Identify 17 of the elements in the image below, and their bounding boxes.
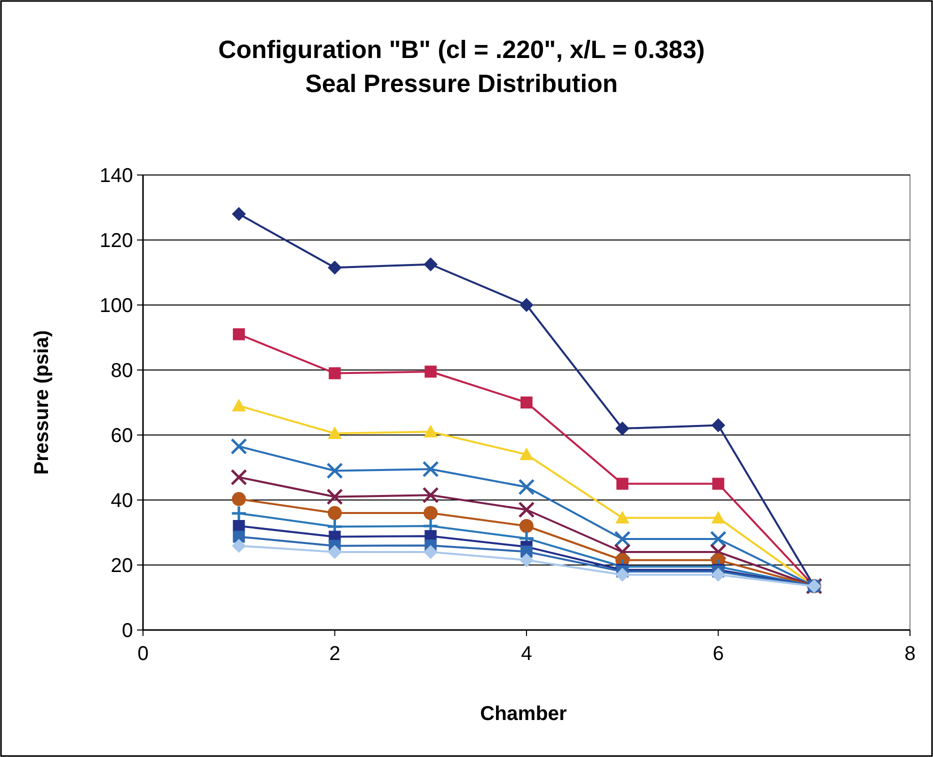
y-tick-label: 100	[100, 295, 133, 317]
y-tick-label: 80	[110, 360, 133, 382]
y-tick-label: 120	[100, 230, 133, 252]
x-tick-label: 2	[329, 643, 340, 665]
y-axis-title: Pressure (psia)	[31, 330, 53, 475]
y-tick-label: 40	[110, 490, 133, 512]
chart-title: Configuration "B" (cl = .220", x/L = 0.383)	[218, 36, 705, 64]
x-tick-label: 8	[904, 643, 916, 665]
y-tick-label: 60	[110, 425, 133, 447]
chart-subtitle: Seal Pressure Distribution	[305, 70, 618, 98]
y-tick-label: 140	[100, 165, 133, 187]
x-tick-label: 6	[712, 643, 724, 665]
y-tick-label: 20	[110, 555, 133, 577]
x-tick-label: 4	[520, 643, 532, 665]
y-tick-label: 0	[122, 620, 133, 642]
x-axis-title: Chamber	[480, 703, 568, 725]
x-tick-label: 0	[137, 643, 149, 665]
